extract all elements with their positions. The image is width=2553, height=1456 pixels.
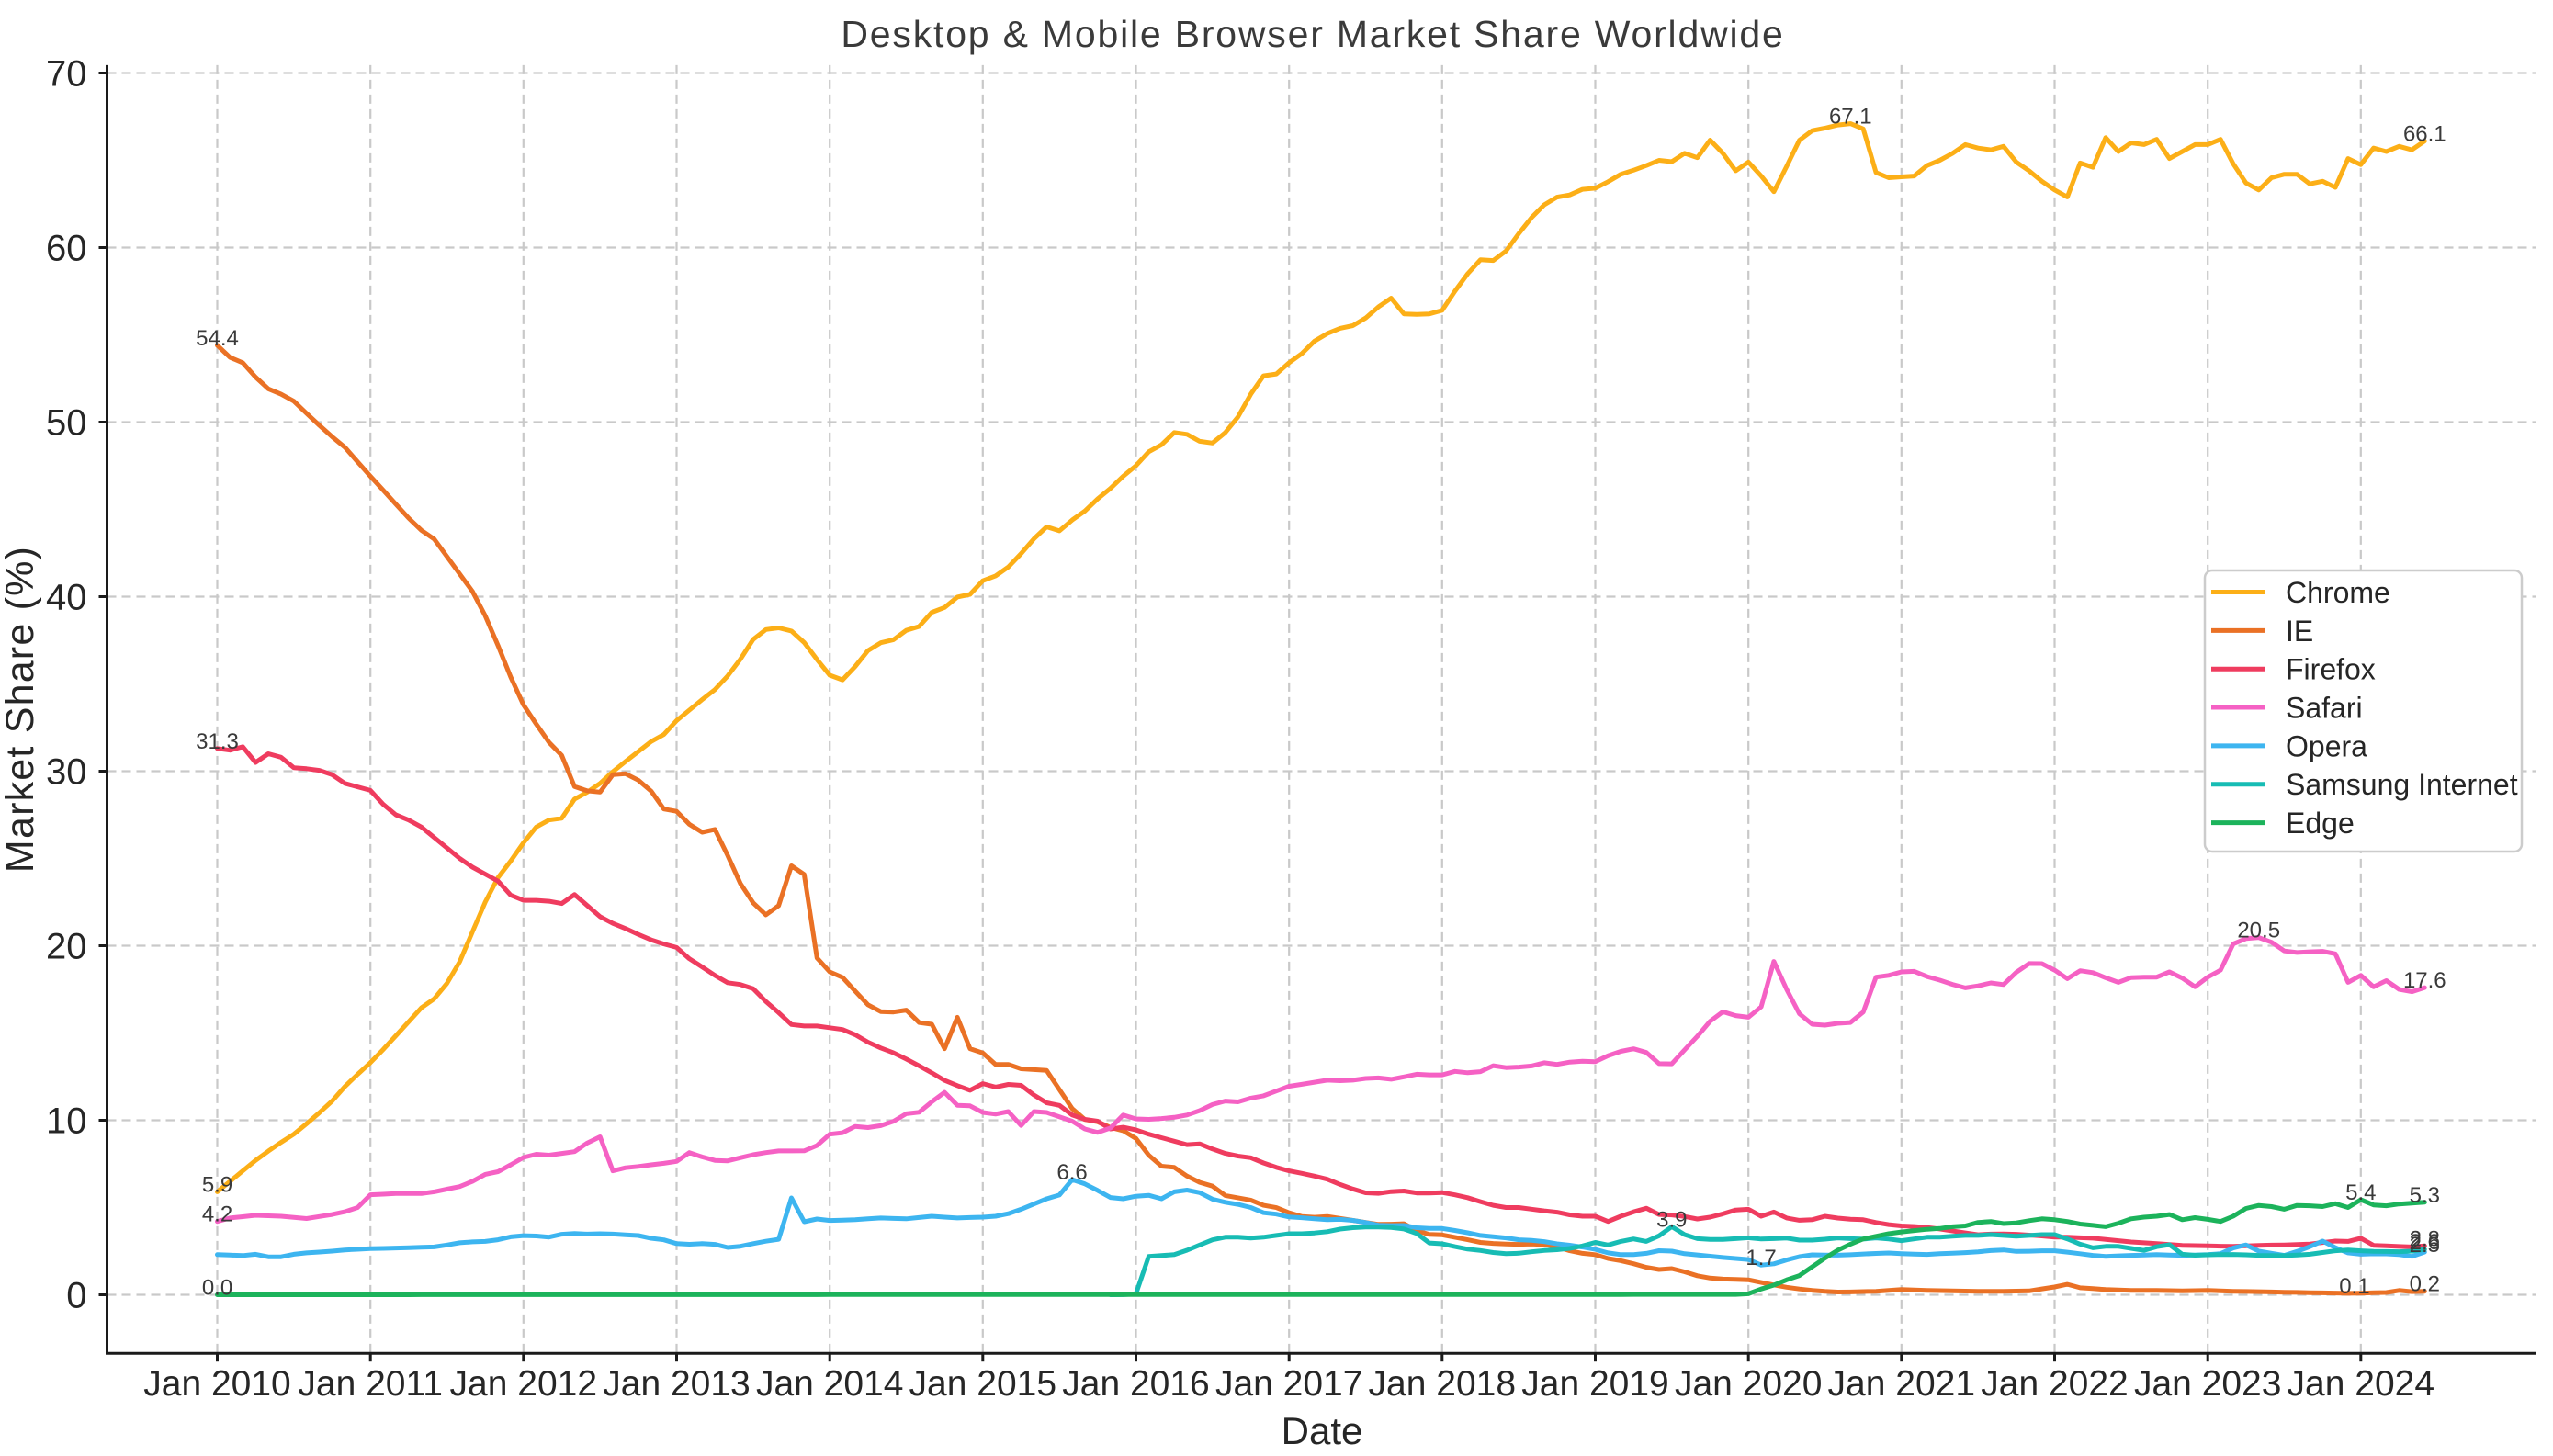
svg-text:Opera: Opera	[2286, 729, 2367, 762]
svg-text:50: 50	[46, 403, 87, 444]
svg-text:0.1: 0.1	[2339, 1274, 2369, 1299]
svg-text:Safari: Safari	[2286, 692, 2363, 725]
svg-text:Edge: Edge	[2286, 807, 2355, 840]
svg-text:Jan 2023: Jan 2023	[2134, 1364, 2281, 1404]
svg-text:2.6: 2.6	[2410, 1230, 2440, 1255]
svg-text:20.5: 20.5	[2237, 919, 2280, 943]
svg-text:Date: Date	[1282, 1409, 1363, 1451]
svg-text:5.4: 5.4	[2345, 1180, 2376, 1205]
svg-text:10: 10	[46, 1101, 87, 1142]
svg-text:17.6: 17.6	[2403, 968, 2446, 993]
svg-text:Jan 2015: Jan 2015	[909, 1364, 1056, 1404]
svg-text:3.9: 3.9	[1656, 1207, 1687, 1232]
svg-text:0.0: 0.0	[202, 1276, 232, 1301]
svg-text:31.3: 31.3	[196, 729, 239, 754]
svg-text:0: 0	[66, 1276, 86, 1316]
svg-text:Jan 2016: Jan 2016	[1062, 1364, 1209, 1404]
svg-text:40: 40	[46, 578, 87, 618]
svg-text:0.2: 0.2	[2410, 1272, 2440, 1297]
svg-text:Jan 2020: Jan 2020	[1675, 1364, 1822, 1404]
svg-text:Jan 2011: Jan 2011	[298, 1364, 443, 1404]
svg-text:6.6: 6.6	[1056, 1160, 1087, 1185]
svg-text:30: 30	[46, 752, 87, 793]
svg-text:Jan 2019: Jan 2019	[1521, 1364, 1668, 1404]
svg-text:67.1: 67.1	[1829, 105, 1872, 130]
svg-text:20: 20	[46, 927, 87, 967]
svg-text:60: 60	[46, 229, 87, 269]
svg-text:4.2: 4.2	[202, 1202, 232, 1227]
svg-text:Market Share (%): Market Share (%)	[0, 546, 42, 873]
svg-text:Samsung Internet: Samsung Internet	[2286, 768, 2518, 801]
svg-text:Jan 2014: Jan 2014	[756, 1364, 903, 1404]
svg-text:Jan 2010: Jan 2010	[143, 1364, 290, 1404]
svg-text:54.4: 54.4	[196, 326, 239, 351]
svg-text:5.3: 5.3	[2410, 1183, 2440, 1208]
svg-text:Jan 2017: Jan 2017	[1215, 1364, 1362, 1404]
svg-text:70: 70	[46, 54, 87, 95]
svg-text:Desktop & Mobile Browser Marke: Desktop & Mobile Browser Market Share Wo…	[841, 13, 1784, 55]
svg-text:Jan 2018: Jan 2018	[1369, 1364, 1516, 1404]
svg-text:Jan 2013: Jan 2013	[603, 1364, 750, 1404]
svg-text:Chrome: Chrome	[2286, 576, 2390, 609]
svg-text:Jan 2022: Jan 2022	[1981, 1364, 2128, 1404]
svg-text:66.1: 66.1	[2403, 122, 2446, 147]
svg-text:IE: IE	[2286, 615, 2313, 648]
svg-text:Jan 2024: Jan 2024	[2288, 1364, 2434, 1404]
svg-text:2.5: 2.5	[2410, 1233, 2440, 1258]
svg-text:1.7: 1.7	[1745, 1246, 1776, 1270]
svg-text:Firefox: Firefox	[2286, 653, 2376, 686]
svg-text:5.9: 5.9	[202, 1172, 232, 1197]
svg-text:Jan 2021: Jan 2021	[1828, 1364, 1975, 1404]
svg-text:2.8: 2.8	[2410, 1226, 2440, 1251]
svg-text:Jan 2012: Jan 2012	[450, 1364, 597, 1404]
